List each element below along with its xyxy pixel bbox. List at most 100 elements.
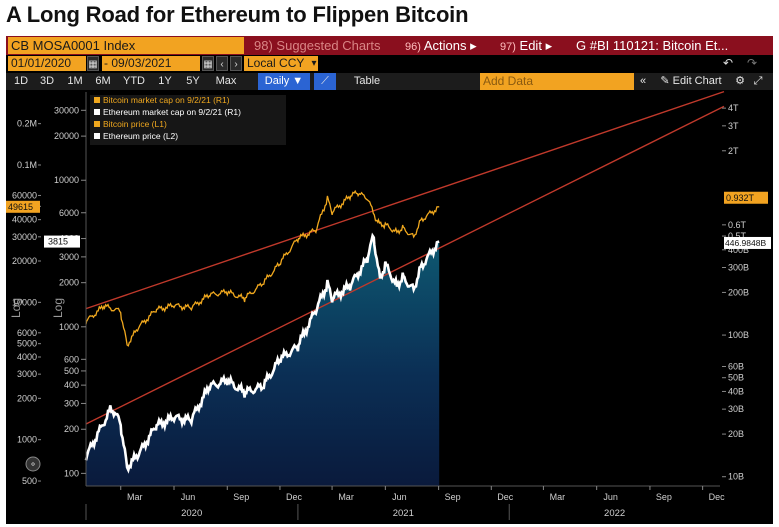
right-tick-label: 200B [728,287,749,297]
x-tick-label: Jun [181,492,196,502]
end-date-field[interactable]: - 09/03/2021 [102,56,200,71]
legend-box [90,95,286,145]
x-year-label: 2022 [604,508,625,519]
eth-price-line [84,232,440,474]
period-ytd-button[interactable]: YTD [123,75,145,87]
chart-id-label[interactable]: G #BI 110121: Bitcoin Et... [576,38,729,53]
eth-area-fill [86,235,440,486]
right-tick-label: 400B [728,245,749,255]
security-field[interactable]: CB MOSA0001 Index [8,37,244,54]
expand-icon[interactable]: ⤢ [753,75,763,87]
edit-label: Edit [519,38,542,53]
left-inner-tick-label: 500 [64,366,79,376]
period-1d-button[interactable]: 1D [13,75,29,87]
period-1y-button[interactable]: 1Y [158,75,172,87]
left-outer-tick-label: 20000 [12,256,37,266]
left-outer-tick-label: 5000 [17,339,37,349]
left-inner-tick-label: 400 [64,380,79,390]
right-tick-label: 60B [728,361,744,371]
caret-down-icon: ▸ [545,38,553,53]
left-inner-tick-label: 6000 [59,208,79,218]
redo-icon[interactable]: ↷ [746,56,758,70]
x-tick-label: Dec [497,492,514,502]
right-tick-label: 300B [728,262,749,272]
legend-label: Ethereum market cap on 9/2/21 (R1) [103,107,241,117]
frequency-select[interactable]: Daily ▼ [258,73,310,90]
add-data-input[interactable]: Add Data [480,73,634,90]
currency-select[interactable]: Local CCY [244,56,318,71]
date-bar: 01/01/2020 ▦ - 09/03/2021 ▦ ‹ › Local CC… [6,55,773,72]
suggested-charts-button[interactable]: 98) Suggested Charts [250,37,385,54]
start-date-field[interactable]: 01/01/2020 [8,56,86,71]
table-button[interactable]: Table [353,75,381,87]
eth-cap-last-value: 446.9848B [725,238,766,248]
x-tick-label: Jun [603,492,618,502]
command-bar: CB MOSA0001 Index 98) Suggested Charts 9… [6,36,773,55]
x-tick-label: Mar [338,492,354,502]
caret-down-icon: ▸ [470,38,477,53]
left-outer-tick-label: 1000 [17,435,37,445]
period-5y-button[interactable]: 5Y [186,75,200,87]
chevron-left-icon[interactable]: ‹ [216,56,228,71]
eth-cap-last-tag [724,236,771,249]
right-tick-label: 20B [728,429,744,439]
edit-num: 97) [500,41,516,53]
collapse-icon[interactable]: « [639,75,647,87]
period-1m-button[interactable]: 1M [67,75,83,87]
undo-icon[interactable]: ↶ [722,56,734,70]
actions-button[interactable]: 96) Actions ▸ [401,37,481,54]
chevron-down-icon[interactable]: ▾ [311,58,317,69]
period-bar: 1D 3D 1M 6M YTD 1Y 5Y Max Daily ▼ ⟋ Tabl… [6,73,773,90]
left-inner-tick-label: 20000 [54,131,79,141]
x-tick-label: Mar [127,492,143,502]
suggested-charts-num: 98) [254,38,273,53]
calendar-icon[interactable]: ▦ [202,56,214,71]
btc-price-line [85,189,440,347]
settings-icon[interactable]: ⚙ [735,75,745,87]
right-tick-label: 10B [728,472,744,482]
actions-num: 96) [405,41,421,53]
left-outer-tick-label: 2000 [17,393,37,403]
legend-swatch [94,133,100,139]
price-chart: 0.2M0.1M60000500004000030000200001000060… [6,90,771,520]
chevron-right-icon[interactable]: › [230,56,242,71]
right-tick-label: 0.5T [728,231,747,241]
frequency-label: Daily [264,75,290,87]
btc-price-last-tag [6,200,40,213]
left-outer-tick-label: 40000 [12,215,37,225]
right-tick-label: 2T [728,146,739,156]
left-outer-tick-label: 30000 [12,232,37,242]
x-year-label: 2020 [181,508,202,519]
x-tick-label: Mar [550,492,566,502]
left-inner-tick-label: 1000 [59,322,79,332]
left-inner-tick-label: 3000 [59,252,79,262]
edit-button[interactable]: 97) Edit ▸ [496,37,556,54]
x-tick-label: Sep [445,492,461,502]
left-inner-tick-label: 600 [64,354,79,364]
left-inner-tick-label: 30000 [54,105,79,115]
period-max-button[interactable]: Max [215,75,237,87]
period-3d-button[interactable]: 3D [39,75,55,87]
left-outer-tick-label: 10000 [12,297,37,307]
btc-cap-last-value: 0.932T [726,193,755,203]
btc-price-last-value: 49615 [8,202,33,212]
period-6m-button[interactable]: 6M [95,75,111,87]
edit-chart-button[interactable]: ✎ Edit Chart [654,73,728,90]
zoom-icon [25,456,41,472]
end-date-value: 09/03/2021 [111,56,172,70]
bloomberg-chart-window: CB MOSA0001 Index 98) Suggested Charts 9… [6,36,773,524]
right-tick-label: 50B [728,373,744,383]
legend-swatch [94,121,100,127]
eth-trend-line [85,105,725,425]
left-inner-tick-label: 300 [64,398,79,408]
left-inner-tick-label: 100 [64,468,79,478]
calendar-icon[interactable]: ▦ [87,56,99,71]
line-chart-icon[interactable]: ⟋ [314,73,336,90]
x-tick-label: Jun [392,492,407,502]
left-inner-tick-label: 10000 [54,175,79,185]
left-outer-axis-label: Log [9,298,23,318]
left-outer-tick-label: 60000 [12,190,37,200]
left-inner-axis-label: Log [51,298,65,318]
pencil-icon: ✎ [660,75,673,87]
right-tick-label: 100B [728,330,749,340]
